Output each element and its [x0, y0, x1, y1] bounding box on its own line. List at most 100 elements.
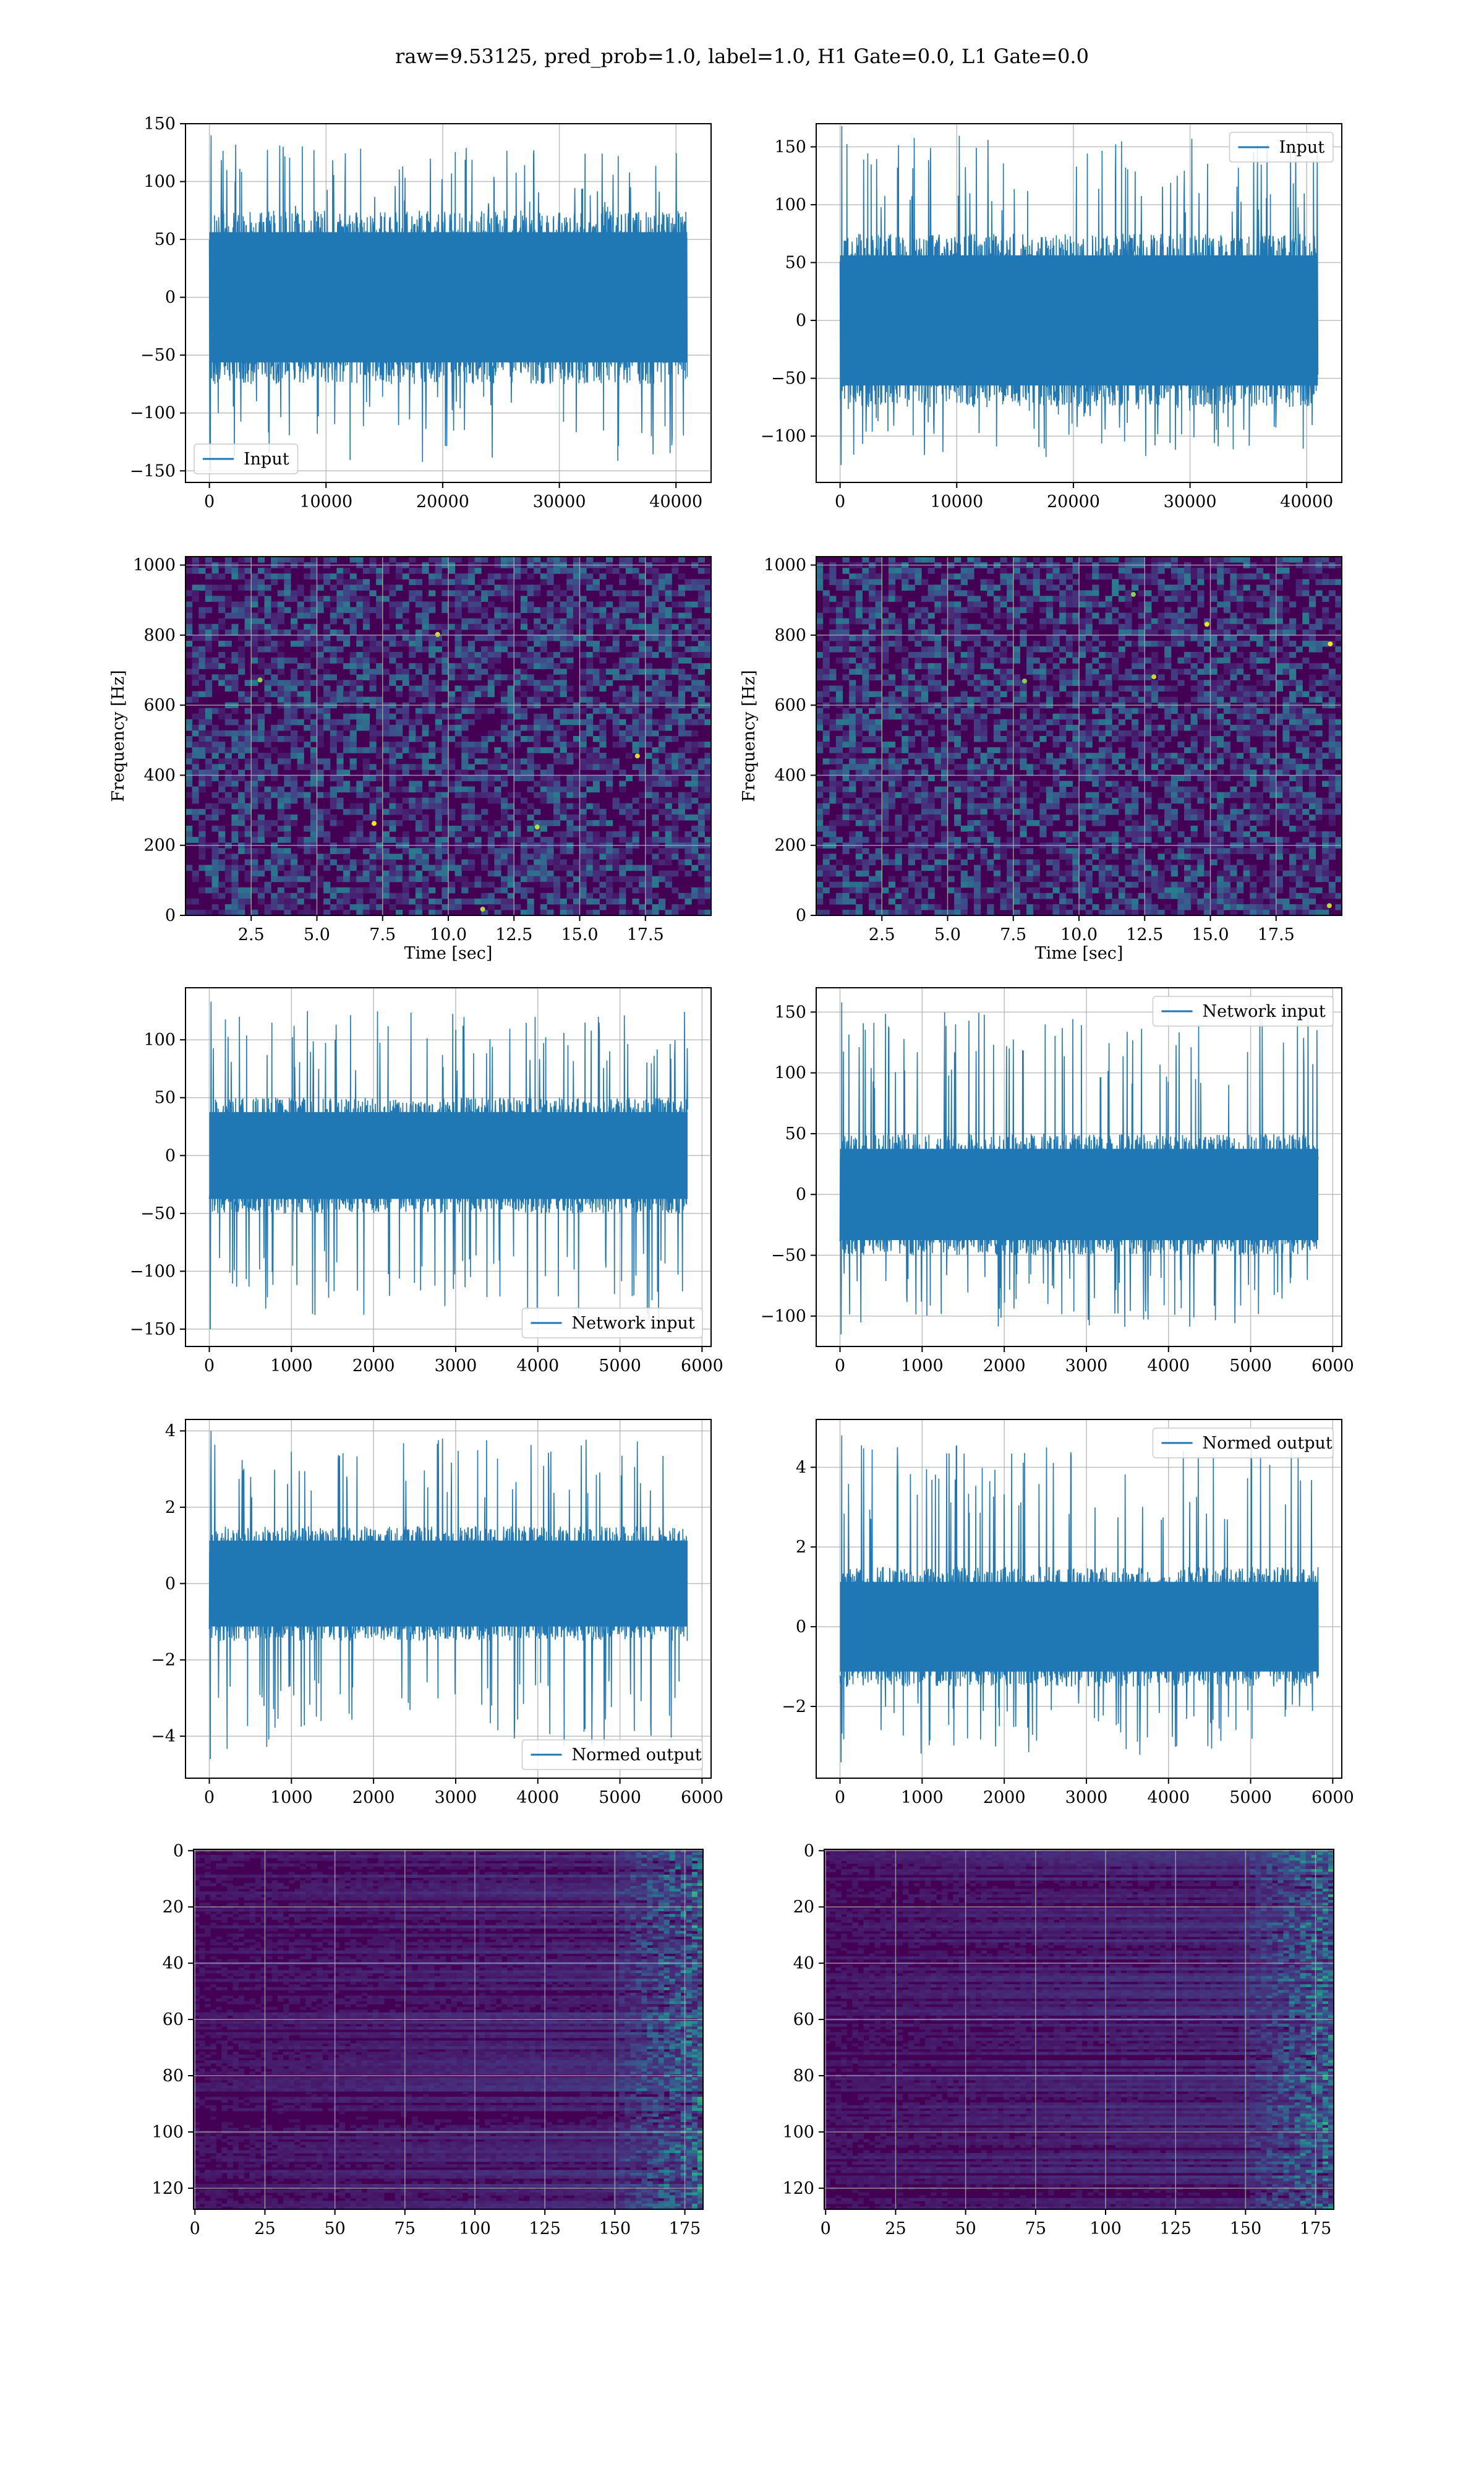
spectrogram-cell	[855, 685, 863, 692]
spectrogram-cell	[264, 640, 271, 647]
spectrogram-cell	[829, 820, 837, 826]
spectrogram-cell	[1039, 831, 1047, 837]
spectrogram-cell	[284, 758, 291, 764]
spectrogram-cell	[573, 876, 581, 883]
spectrogram-cell	[639, 904, 646, 910]
spectrogram-cell	[310, 826, 318, 832]
spectrogram-cell	[1118, 797, 1125, 804]
spectrogram-cell	[566, 781, 574, 787]
spectrogram-cell	[560, 808, 567, 815]
spectrogram-cell	[291, 708, 298, 714]
spectrogram-cell	[993, 865, 1001, 871]
spectrogram-cell	[481, 808, 488, 815]
spectrogram-cell	[1000, 573, 1007, 580]
spectrogram-cell	[192, 786, 199, 793]
spectrogram-cell	[645, 635, 652, 641]
spectrogram-cell	[560, 640, 567, 647]
spectrogram-cell	[612, 696, 620, 703]
spectrogram-cell	[1033, 584, 1040, 591]
spectrogram-cell	[1052, 618, 1060, 625]
spectrogram-cell	[487, 708, 495, 714]
spectrogram-cell	[1092, 674, 1099, 680]
spectrogram-cell	[474, 691, 482, 698]
spectrogram-cell	[1072, 753, 1080, 759]
x-tick-label: 30000	[533, 492, 586, 511]
spectrogram-cell	[481, 579, 488, 585]
spectrogram-cell	[467, 814, 475, 821]
spectrogram-cell	[869, 623, 876, 630]
spectrogram-cell	[277, 724, 284, 731]
spectrogram-cell	[317, 736, 324, 742]
spectrogram-cell	[461, 898, 469, 905]
spectrogram-cell	[507, 635, 514, 641]
spectrogram-cell	[954, 557, 962, 563]
spectrogram-cell	[954, 854, 962, 860]
spectrogram-cell	[192, 898, 199, 905]
spectrogram-cell	[579, 730, 587, 737]
spectrogram-cell	[862, 629, 869, 636]
spectrogram-cell	[940, 696, 949, 703]
spectrogram-cell	[448, 601, 456, 608]
spectrogram-cell	[908, 618, 915, 625]
spectrogram-cell	[835, 607, 843, 614]
spectrogram-cell	[198, 691, 206, 698]
spectrogram-cell	[1085, 646, 1093, 653]
spectrogram-cell	[632, 730, 639, 737]
spectrogram-cell	[441, 579, 449, 585]
spectrogram-cell	[1079, 814, 1086, 821]
spectrogram-cell	[534, 792, 541, 798]
spectrogram-cell	[336, 730, 344, 737]
spectrogram-cell	[343, 724, 351, 731]
spectrogram-cell	[553, 898, 561, 905]
spectrogram-cell	[297, 601, 304, 608]
spectrogram-cell	[921, 837, 929, 843]
spectrogram-cell	[520, 870, 528, 877]
spectrogram-cell	[1079, 623, 1086, 630]
spectrogram-cell	[855, 820, 863, 826]
spectrogram-cell	[277, 837, 284, 843]
spectrogram-cell	[317, 730, 324, 737]
spectrogram-cell	[960, 590, 968, 597]
spectrogram-cell	[1000, 747, 1007, 753]
spectrogram-cell	[415, 596, 423, 602]
spectrogram-cell	[1046, 568, 1054, 574]
spectrogram-cell	[1112, 865, 1119, 871]
spectrogram-cell	[218, 618, 226, 625]
spectrogram-cell	[291, 792, 298, 798]
spectrogram-cell	[396, 708, 403, 714]
spectrogram-cell	[435, 579, 442, 585]
spectrogram-cell	[902, 876, 909, 883]
spectrogram-cell	[271, 730, 278, 737]
spectrogram-cell	[678, 590, 686, 597]
spectrogram-cell	[198, 674, 206, 680]
spectrogram-cell	[1013, 696, 1020, 703]
spectrogram-cell	[507, 876, 514, 883]
spectrogram-cell	[954, 730, 962, 737]
spectrogram-cell	[330, 736, 337, 742]
spectrogram-cell	[251, 584, 258, 591]
spectrogram-cell	[612, 742, 620, 748]
spectrogram-cell	[888, 775, 896, 782]
spectrogram-cell	[1065, 747, 1073, 753]
spectrogram-cell	[1079, 730, 1086, 737]
spectrogram-cell	[1033, 685, 1040, 692]
spectrogram-cell	[1020, 607, 1027, 614]
spectrogram-cell	[842, 808, 850, 815]
spectrogram-cell	[1059, 876, 1067, 883]
spectrogram-cell	[947, 758, 955, 764]
spectrogram-cell	[257, 724, 265, 731]
spectrogram-cell	[1085, 663, 1093, 669]
spectrogram-cell	[284, 859, 291, 866]
spectrogram-cell	[1013, 573, 1020, 580]
spectrogram-cell	[271, 892, 278, 899]
spectrogram-cell	[1033, 764, 1040, 770]
spectrogram-cell	[1085, 612, 1093, 619]
spectrogram-cell	[317, 808, 324, 815]
spectrogram-cell	[376, 775, 383, 782]
spectrogram-cell	[882, 657, 889, 664]
spectrogram-cell	[1079, 887, 1086, 894]
spectrogram-cell	[527, 663, 534, 669]
spectrogram-cell	[645, 870, 652, 877]
spectrogram-cell	[244, 826, 252, 832]
spectrogram-cell	[271, 663, 278, 669]
